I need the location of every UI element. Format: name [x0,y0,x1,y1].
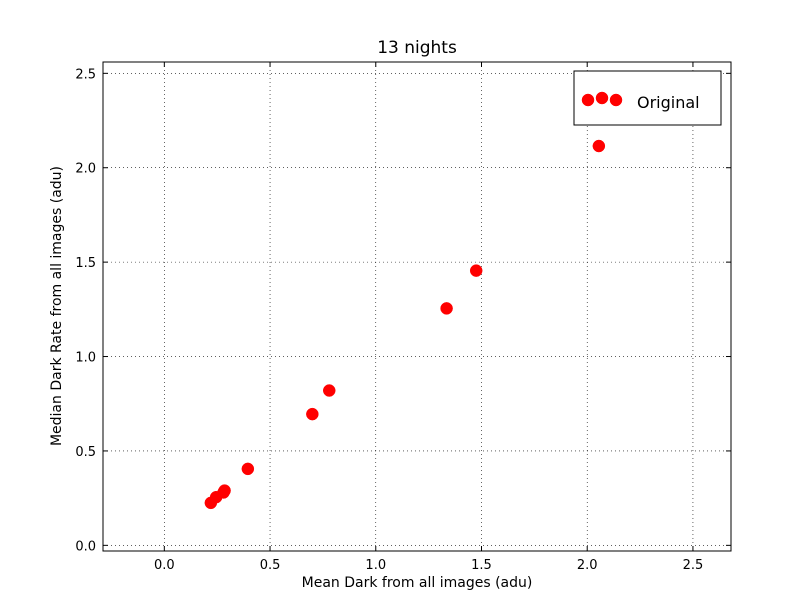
legend-marker [609,93,623,107]
legend-label-original: Original [637,93,700,112]
x-axis-label: Mean Dark from all images (adu) [302,575,533,591]
y-tick-label: 2.0 [75,162,96,177]
x-tick-label: 0.5 [260,558,281,573]
x-tick-label: 1.5 [471,558,492,573]
x-tick-label: 2.5 [683,558,704,573]
y-tick-label: 0.0 [75,539,96,554]
x-tick-label: 1.0 [365,558,386,573]
legend-markers [581,91,623,107]
data-point [322,384,336,397]
y-tick-label: 1.0 [75,351,96,366]
legend: Original [573,70,722,126]
x-tick-labels: 0.0 0.5 1.0 1.5 2.0 2.5 [154,558,703,573]
data-point [440,302,453,315]
data-points [204,139,606,510]
y-tick-label: 0.5 [75,445,96,460]
data-point [306,407,319,421]
x-tick-label: 0.0 [154,558,175,573]
grid-lines [103,62,731,551]
y-axis-label: Median Dark Rate from all images (adu) [49,166,65,446]
legend-marker [581,93,595,107]
data-point [241,462,255,476]
y-tick-label: 2.5 [75,67,96,82]
legend-marker [595,91,609,105]
data-point [469,264,483,277]
axis-ticks [103,62,731,551]
chart-title: 13 nights [377,38,457,58]
plot-frame [102,61,732,552]
data-point [218,484,231,497]
y-tick-label: 1.5 [75,256,96,271]
data-point [592,139,606,153]
x-tick-label: 2.0 [577,558,598,573]
y-tick-labels: 0.0 0.5 1.0 1.5 2.0 2.5 [75,67,96,554]
